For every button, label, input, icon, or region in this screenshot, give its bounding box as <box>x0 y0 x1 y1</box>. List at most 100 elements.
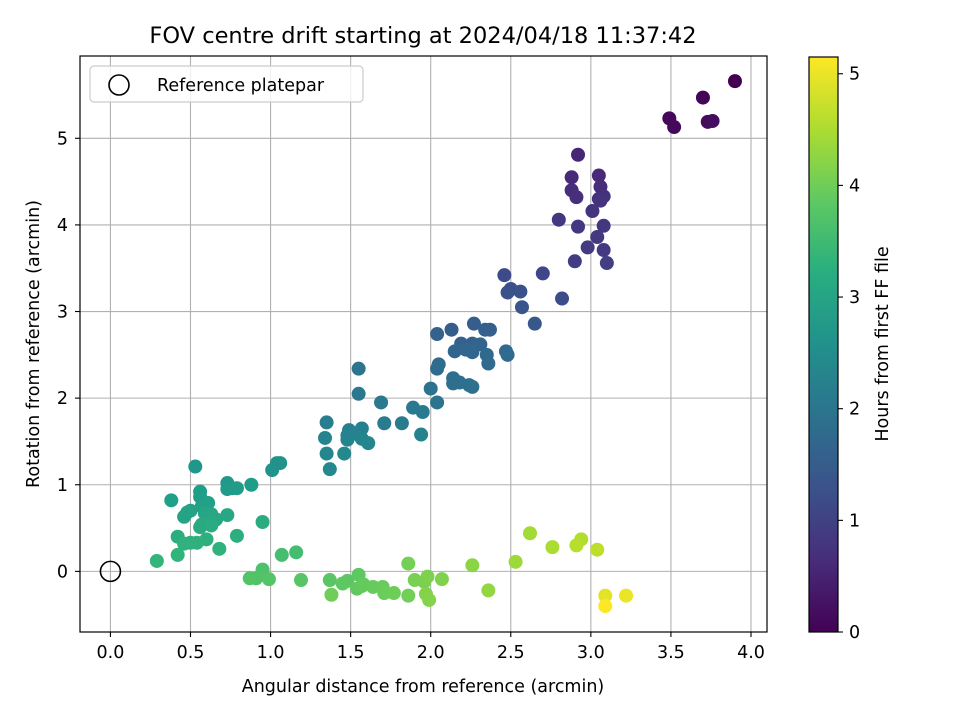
scatter-point <box>423 381 438 396</box>
scatter-point <box>293 573 308 588</box>
colorbar-ticks: 0 1 2 3 4 5 <box>838 65 860 643</box>
scatter-point <box>434 572 449 587</box>
scatter-point <box>377 416 392 431</box>
colorbar-label: Hours from first FF file <box>873 246 893 441</box>
scatter-point <box>590 542 605 557</box>
scatter-point <box>261 572 276 587</box>
scatter-point <box>508 554 523 569</box>
scatter-point <box>596 243 611 258</box>
scatter-point <box>204 518 219 533</box>
scatter-point <box>571 147 586 162</box>
scatter-point <box>335 576 350 591</box>
scatter-point <box>374 395 389 410</box>
scatter-point <box>497 268 512 283</box>
x-tick-label: 1.0 <box>257 643 285 663</box>
scatter-point <box>498 344 513 359</box>
scatter-point <box>255 514 270 529</box>
scatter-point <box>522 526 537 541</box>
colorbar-tick-label: 3 <box>849 288 860 308</box>
scatter-point <box>695 90 710 105</box>
y-tick-label: 2 <box>57 389 68 409</box>
x-tick-label: 3.5 <box>657 643 685 663</box>
scatter-point <box>569 190 584 205</box>
scatter-point <box>177 536 192 551</box>
scatter-point <box>377 586 392 601</box>
scatter-point <box>514 300 529 315</box>
scatter-point <box>177 509 192 524</box>
colorbar: 0 1 2 3 4 5 Hours from first FF file <box>808 56 893 643</box>
colorbar-tick-label: 0 <box>849 623 860 643</box>
scatter-point <box>430 361 445 376</box>
y-tick-label: 1 <box>57 476 68 496</box>
scatter-point <box>244 477 259 492</box>
x-tick-label: 0.5 <box>177 643 205 663</box>
scatter-point <box>527 316 542 331</box>
y-axis: 0 1 2 3 4 5 <box>57 129 80 582</box>
scatter-point <box>322 462 337 477</box>
scatter-point <box>571 219 586 234</box>
scatter-point <box>319 415 334 430</box>
x-tick-label: 3.0 <box>577 643 605 663</box>
scatter-point <box>482 322 497 337</box>
scatter-point <box>149 553 164 568</box>
scatter-point <box>386 586 401 601</box>
scatter-point <box>555 291 570 306</box>
scatter-point <box>322 573 337 588</box>
scatter-point <box>551 212 566 227</box>
y-tick-label: 5 <box>57 129 68 149</box>
scatter-point <box>340 432 355 447</box>
colorbar-tick-label: 4 <box>849 176 860 196</box>
scatter-point <box>580 240 595 255</box>
scatter-point <box>351 361 366 376</box>
scatter-point <box>212 541 227 556</box>
scatter-point <box>229 481 244 496</box>
scatter-point <box>513 284 528 299</box>
plot-frame <box>79 55 768 633</box>
x-tick-label: 2.0 <box>417 643 445 663</box>
scatter-point <box>444 322 459 337</box>
y-tick-label: 3 <box>57 303 68 323</box>
scatter-point <box>337 446 352 461</box>
scatter-point <box>465 345 480 360</box>
scatter-point <box>585 204 600 219</box>
scatter-point <box>705 113 720 128</box>
scatter-point <box>351 386 366 401</box>
scatter-point <box>590 230 605 245</box>
scatter-point <box>318 430 333 445</box>
scatter-point <box>667 120 682 135</box>
scatter-point <box>564 170 579 185</box>
colorbar-gradient <box>808 56 839 633</box>
legend: Reference platepar <box>89 65 364 103</box>
x-tick-label: 4.0 <box>737 643 765 663</box>
scatter-point <box>415 404 430 419</box>
scatter-point <box>420 569 435 584</box>
scatter-point <box>366 579 381 594</box>
scatter-point <box>422 592 437 607</box>
scatter-point <box>401 556 416 571</box>
scatter-point <box>619 588 634 603</box>
scatter-point <box>265 463 280 478</box>
scatter-point <box>274 547 289 562</box>
reference-platepar-marker <box>99 560 122 583</box>
scatter-point <box>361 436 376 451</box>
legend-marker-icon <box>108 74 130 96</box>
scatter-point <box>535 266 550 281</box>
scatter-point <box>430 395 445 410</box>
x-tick-label: 1.5 <box>337 643 365 663</box>
scatter-point <box>545 540 560 555</box>
y-tick-label: 4 <box>57 216 68 236</box>
plot-area-background <box>80 56 767 632</box>
scatter-point <box>220 508 235 523</box>
scatter-point <box>401 588 416 603</box>
y-axis-label: Rotation from reference (arcmin) <box>24 200 44 488</box>
scatter-point <box>481 356 496 371</box>
scatter-point <box>465 558 480 573</box>
data-points <box>149 74 742 614</box>
scatter-point <box>598 588 613 603</box>
scatter-point <box>596 218 611 233</box>
scatter-point <box>569 538 584 553</box>
scatter-point <box>567 254 582 269</box>
scatter-point <box>170 547 185 562</box>
scatter-point <box>324 587 339 602</box>
